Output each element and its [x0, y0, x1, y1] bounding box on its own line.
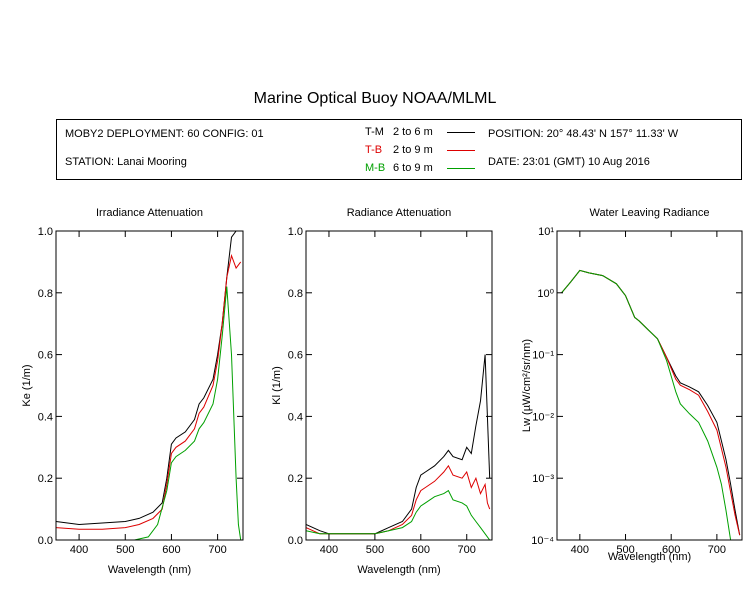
chart-title: Radiance Attenuation	[347, 207, 452, 219]
y-tick-label: 10⁻³	[532, 473, 554, 485]
chart-title: Water Leaving Radiance	[589, 207, 709, 219]
x-tick-label: 400	[320, 544, 338, 556]
x-tick-label: 600	[662, 544, 680, 556]
x-tick-label: 500	[116, 544, 134, 556]
x-tick-label: 500	[366, 544, 384, 556]
y-tick-label: 0.0	[288, 535, 303, 547]
info-box: MOBY2 DEPLOYMENT: 60 CONFIG: 01 STATION:…	[56, 119, 742, 180]
y-tick-label: 1.0	[38, 226, 53, 238]
x-tick-label: 400	[571, 544, 589, 556]
series-group	[561, 269, 741, 540]
legend-range-tm: 2 to 6 m	[393, 126, 433, 138]
series-line-t-m	[306, 354, 491, 535]
legend-line-mb	[447, 168, 475, 169]
x-axis-label: Wavelength (nm)	[357, 564, 440, 576]
x-tick-label: 600	[412, 544, 430, 556]
legend-range-tb: 2 to 9 m	[393, 144, 433, 156]
series-line-t-m	[56, 231, 241, 526]
y-tick-label: 0.2	[288, 473, 303, 485]
legend-code-mb: M-B	[365, 162, 386, 174]
y-axis-label: Kl (1/m)	[271, 366, 283, 405]
series-line-m-b	[561, 269, 732, 540]
x-tick-label: 600	[162, 544, 180, 556]
legend-range-mb: 6 to 9 m	[393, 162, 433, 174]
series-line-t-m	[561, 269, 741, 536]
chart-panel-1: Irradiance Attenuation 400 500 600 700 0.0 0.2…	[21, 207, 244, 576]
x-tick-label: 400	[70, 544, 88, 556]
series-line-m-b	[56, 286, 242, 540]
y-tick-label: 10¹	[538, 226, 554, 238]
x-axis-label: Wavelength (nm)	[608, 551, 691, 563]
plot-frame	[55, 230, 244, 541]
station-text: STATION: Lanai Mooring	[65, 156, 187, 168]
y-axis-label: Lw (µW/cm²/sr/nm)	[521, 339, 533, 432]
y-tick-label: 0.6	[38, 350, 53, 362]
x-axis-label: Wavelength (nm)	[108, 564, 191, 576]
page-title: Marine Optical Buoy NOAA/MLML	[253, 90, 497, 107]
legend-line-tb	[447, 150, 475, 151]
deployment-text: MOBY2 DEPLOYMENT: 60 CONFIG: 01	[65, 128, 264, 140]
y-tick-label: 0.6	[288, 350, 303, 362]
x-tick-label: 700	[708, 544, 726, 556]
y-tick-label: 0.2	[38, 473, 53, 485]
y-tick-label: 0.8	[288, 288, 303, 300]
legend-code-tm: T-M	[365, 126, 384, 138]
x-tick-label: 700	[458, 544, 476, 556]
position-text: POSITION: 20° 48.43' N 157° 11.33' W	[488, 128, 679, 140]
legend-line-tm	[447, 132, 475, 133]
series-line-t-b	[56, 253, 242, 530]
y-tick-label: 0.4	[38, 411, 53, 423]
y-tick-label: 1.0	[288, 226, 303, 238]
date-text: DATE: 23:01 (GMT) 10 Aug 2016	[488, 156, 650, 168]
series-group	[56, 231, 242, 540]
y-tick-label: 10⁻⁴	[531, 535, 554, 547]
series-line-m-b	[306, 489, 491, 540]
y-tick-label: 0.8	[38, 288, 53, 300]
series-line-t-b	[561, 269, 741, 536]
y-tick-label: 10⁻²	[532, 411, 554, 423]
legend-code-tb: T-B	[365, 144, 383, 156]
plot-frame	[305, 230, 493, 541]
y-tick-label: 10⁰	[537, 288, 554, 300]
y-tick-label: 0.0	[38, 535, 53, 547]
x-tick-label: 500	[616, 544, 634, 556]
y-tick-label: 0.4	[288, 411, 303, 423]
chart-panel-2: Radiance Attenuation 400 500 600 700 0.0 0.2 0.…	[271, 207, 493, 576]
chart-title: Irradiance Attenuation	[96, 207, 203, 219]
chart-panel-3: Water Leaving Radiance 400 500 600 700 10⁻⁴ 10…	[521, 207, 743, 563]
y-axis-label: Ke (1/m)	[21, 364, 33, 406]
x-tick-label: 700	[208, 544, 226, 556]
y-tick-label: 10⁻¹	[532, 350, 554, 362]
plot-frame	[556, 230, 743, 541]
series-group	[306, 354, 491, 540]
